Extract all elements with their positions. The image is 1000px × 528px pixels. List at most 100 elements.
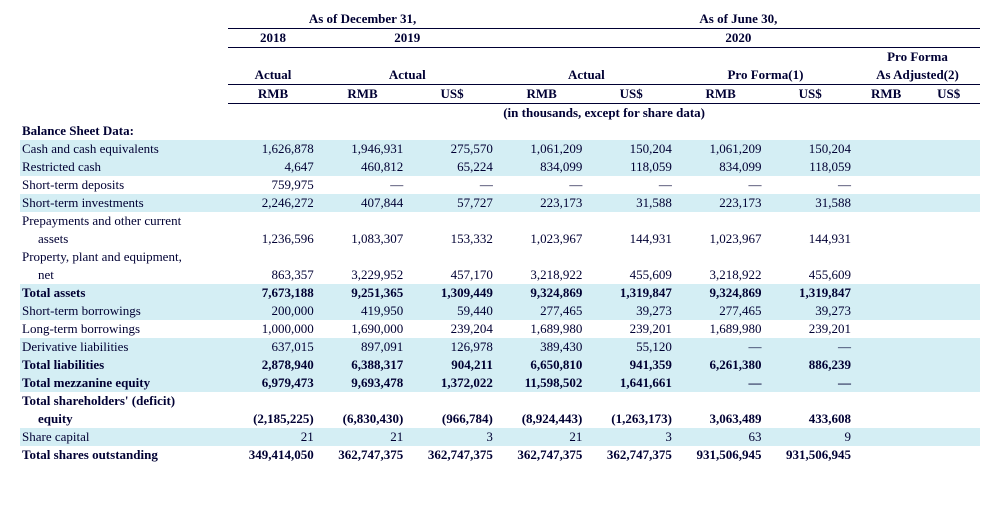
row-label: Short-term borrowings: [20, 302, 228, 320]
cell-value: 3,063,489: [676, 410, 766, 428]
cell-value: 223,173: [497, 194, 587, 212]
cell-value: 1,626,878: [228, 140, 318, 158]
hdr-proforma-adj-l1: Pro Forma: [855, 48, 980, 67]
cell-value: [917, 194, 980, 212]
table-row: equity(2,185,225)(6,830,430)(966,784)(8,…: [20, 410, 980, 428]
cell-value: —: [765, 338, 855, 356]
hdr-uss: US$: [407, 85, 497, 104]
cell-value: [855, 176, 917, 194]
cell-value: 150,204: [765, 140, 855, 158]
cell-value: 9,324,869: [497, 284, 587, 302]
cell-value: 863,357: [228, 266, 318, 284]
balance-sheet-table: As of December 31, As of June 30, 2018 2…: [20, 10, 980, 464]
table-row: Total liabilities2,878,9406,388,317904,2…: [20, 356, 980, 374]
cell-value: 223,173: [676, 194, 766, 212]
cell-value: 4,647: [228, 158, 318, 176]
cell-value: 11,598,502: [497, 374, 587, 392]
cell-value: [917, 356, 980, 374]
cell-value: 1,319,847: [765, 284, 855, 302]
cell-value: 904,211: [407, 356, 497, 374]
cell-value: [855, 284, 917, 302]
hdr-uss: US$: [765, 85, 855, 104]
hdr-2019: 2019: [318, 29, 497, 48]
cell-value: 455,609: [586, 266, 676, 284]
cell-value: 2,878,940: [228, 356, 318, 374]
cell-value: 637,015: [228, 338, 318, 356]
cell-value: 1,689,980: [497, 320, 587, 338]
header-row-currency: RMB RMB US$ RMB US$ RMB US$ RMB US$: [20, 85, 980, 104]
cell-value: [855, 194, 917, 212]
cell-value: —: [676, 374, 766, 392]
cell-value: —: [765, 176, 855, 194]
cell-value: 118,059: [765, 158, 855, 176]
hdr-uss: US$: [586, 85, 676, 104]
row-label: Total shareholders' (deficit): [20, 392, 228, 410]
cell-value: 7,673,188: [228, 284, 318, 302]
cell-value: —: [407, 176, 497, 194]
table-body: Cash and cash equivalents1,626,8781,946,…: [20, 140, 980, 464]
header-row-units: (in thousands, except for share data): [20, 104, 980, 123]
hdr-2018: 2018: [228, 29, 318, 48]
row-label: Prepayments and other current: [20, 212, 228, 230]
cell-value: 1,236,596: [228, 230, 318, 248]
cell-value: 362,747,375: [407, 446, 497, 464]
cell-value: 55,120: [586, 338, 676, 356]
cell-value: 407,844: [318, 194, 408, 212]
cell-value: 9,324,869: [676, 284, 766, 302]
table-row: Restricted cash4,647460,81265,224834,099…: [20, 158, 980, 176]
hdr-rmb: RMB: [676, 85, 766, 104]
hdr-rmb: RMB: [228, 85, 318, 104]
cell-value: 9,693,478: [318, 374, 408, 392]
hdr-units: (in thousands, except for share data): [228, 104, 980, 123]
cell-value: 6,650,810: [497, 356, 587, 374]
table-row: Total mezzanine equity6,979,4739,693,478…: [20, 374, 980, 392]
cell-value: 153,332: [407, 230, 497, 248]
header-row-scenario: Actual Actual Actual Pro Forma(1) As Adj…: [20, 66, 980, 85]
cell-value: 6,979,473: [228, 374, 318, 392]
cell-value: 275,570: [407, 140, 497, 158]
cell-value: 460,812: [318, 158, 408, 176]
table-row: Total assets7,673,1889,251,3651,309,4499…: [20, 284, 980, 302]
cell-value: [917, 158, 980, 176]
cell-value: [855, 158, 917, 176]
cell-value: 931,506,945: [676, 446, 766, 464]
hdr-jun30: As of June 30,: [497, 10, 980, 29]
header-row-scenario-top: Pro Forma: [20, 48, 980, 67]
row-label: Share capital: [20, 428, 228, 446]
cell-value: 419,950: [318, 302, 408, 320]
row-label: Total shares outstanding: [20, 446, 228, 464]
row-label: Derivative liabilities: [20, 338, 228, 356]
table-row: Total shares outstanding349,414,050362,7…: [20, 446, 980, 464]
row-label: Short-term deposits: [20, 176, 228, 194]
hdr-actual-2018: Actual: [228, 66, 318, 85]
cell-value: [917, 446, 980, 464]
cell-value: [855, 428, 917, 446]
section-title-row: Balance Sheet Data:: [20, 122, 980, 140]
cell-value: 9,251,365: [318, 284, 408, 302]
cell-value: [917, 428, 980, 446]
table-row: Prepayments and other current: [20, 212, 980, 230]
row-label: Total mezzanine equity: [20, 374, 228, 392]
cell-value: 3: [586, 428, 676, 446]
cell-value: (6,830,430): [318, 410, 408, 428]
hdr-rmb: RMB: [497, 85, 587, 104]
cell-value: 931,506,945: [765, 446, 855, 464]
header-row-year: 2018 2019 2020: [20, 29, 980, 48]
cell-value: 200,000: [228, 302, 318, 320]
hdr-rmb: RMB: [318, 85, 408, 104]
cell-value: [917, 266, 980, 284]
cell-value: 457,170: [407, 266, 497, 284]
cell-value: 65,224: [407, 158, 497, 176]
cell-value: (1,263,173): [586, 410, 676, 428]
cell-value: 1,372,022: [407, 374, 497, 392]
cell-value: 118,059: [586, 158, 676, 176]
cell-value: [855, 320, 917, 338]
cell-value: (8,924,443): [497, 410, 587, 428]
cell-value: 31,588: [765, 194, 855, 212]
cell-value: [917, 230, 980, 248]
table-row: Total shareholders' (deficit): [20, 392, 980, 410]
cell-value: 9: [765, 428, 855, 446]
cell-value: 21: [318, 428, 408, 446]
cell-value: [917, 374, 980, 392]
cell-value: 389,430: [497, 338, 587, 356]
